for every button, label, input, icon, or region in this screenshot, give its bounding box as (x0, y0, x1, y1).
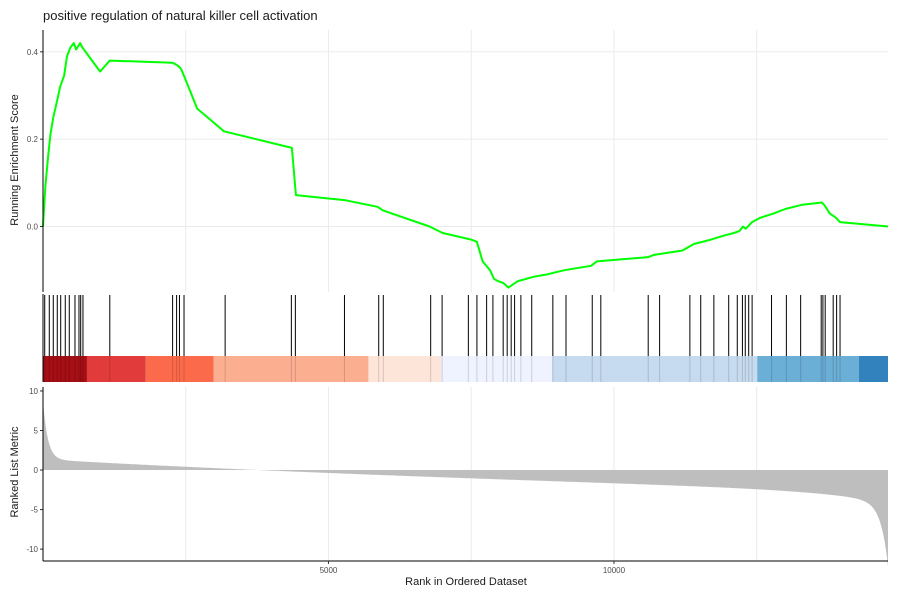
x-tick-label: 5000 (320, 566, 338, 575)
x-axis-label: Rank in Ordered Dataset (405, 576, 527, 588)
ranked-metric-area (43, 400, 888, 567)
color-band (86, 356, 146, 382)
x-tick-label: 10000 (603, 566, 626, 575)
color-band (757, 356, 859, 382)
enrichment-score-line (42, 42, 889, 289)
running-score-panel (42, 42, 889, 289)
y-tick-label-score: 0.2 (27, 135, 39, 144)
y-tick-label-score: 0.0 (27, 223, 39, 232)
color-band (552, 356, 758, 382)
color-band-strip (43, 356, 888, 382)
y-tick-label-metric: -5 (31, 506, 39, 515)
color-band (145, 356, 214, 382)
color-band (43, 356, 87, 382)
chart-title: positive regulation of natural killer ce… (43, 8, 318, 23)
color-band (858, 356, 888, 382)
color-band (440, 356, 553, 382)
y-axis-label-score: Running Enrichment Score (9, 94, 21, 226)
color-band (368, 356, 441, 382)
color-band (213, 356, 369, 382)
y-tick-label-metric: 10 (29, 387, 38, 396)
axes: 0.0 0.2 0.4 10 5 0 -5 -10 5000 10000 (26, 30, 888, 575)
y-tick-label-metric: -10 (26, 545, 38, 554)
y-axis-label-metric: Ranked List Metric (9, 426, 21, 518)
gene-hit-panel (44, 295, 841, 356)
y-tick-label-score: 0.4 (27, 48, 39, 57)
ranked-metric-panel (43, 400, 888, 567)
y-tick-label-metric: 0 (34, 466, 39, 475)
y-tick-label-metric: 5 (34, 427, 39, 436)
